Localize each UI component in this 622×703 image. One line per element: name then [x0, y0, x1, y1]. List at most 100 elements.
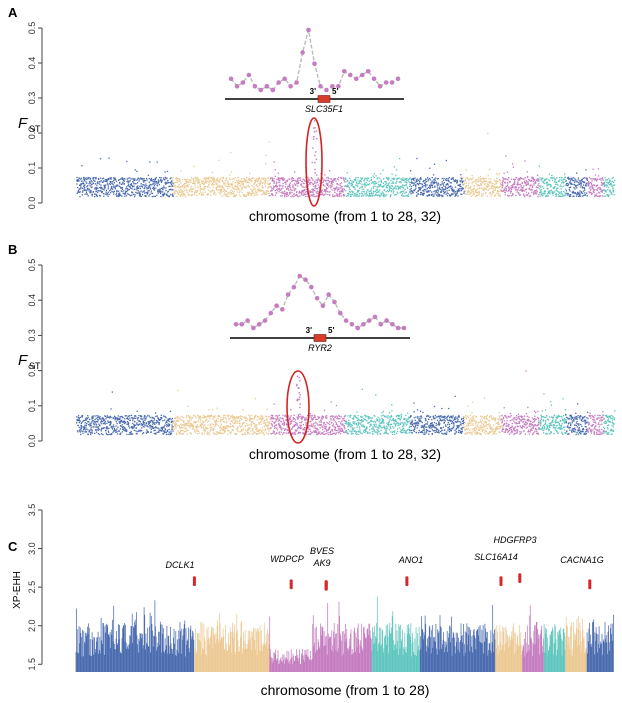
panel-a-point: [427, 186, 430, 189]
panel-a-point: [273, 185, 275, 187]
panel-b-point: [280, 431, 282, 433]
panel-a-point: [349, 191, 352, 193]
panel-b-point: [294, 433, 297, 435]
panel-a-point: [536, 174, 539, 176]
panel-a-point: [125, 190, 127, 192]
panel-a-point: [140, 195, 142, 198]
panel-a-point: [612, 181, 615, 183]
panel-a-point: [421, 192, 423, 195]
panel-a-point: [356, 184, 358, 186]
panel-a-point: [248, 178, 250, 180]
panel-a-inset-point: [306, 27, 311, 33]
panel-a-point: [423, 185, 425, 187]
panel-a-point: [292, 186, 294, 189]
panel-a-point: [409, 182, 411, 184]
panel-a-point: [132, 186, 134, 188]
panel-b-point: [111, 433, 113, 435]
panel-a-point: [531, 176, 533, 179]
panel-a-point: [157, 190, 159, 193]
panel-b-point: [361, 419, 363, 421]
panel-b-point: [223, 428, 225, 430]
panel-b-point: [219, 419, 222, 421]
panel-a-point: [532, 180, 534, 182]
panel-a-point: [407, 187, 409, 190]
panel-b-point: [285, 415, 287, 417]
panel-b-point: [144, 419, 146, 421]
panel-a-point: [478, 193, 480, 195]
panel-a-point: [121, 195, 123, 197]
panel-b-point: [354, 415, 356, 417]
panel-a-point: [603, 182, 606, 184]
panel-a-point: [510, 190, 512, 192]
panel-a-point: [440, 194, 442, 196]
panel-a-point: [306, 193, 309, 195]
panel-b-point: [297, 417, 300, 419]
panel-a-point: [577, 179, 579, 181]
panel-b-point: [337, 430, 339, 432]
panel-a-point: [176, 195, 178, 197]
panel-a-point: [456, 180, 459, 183]
panel-a-point: [405, 183, 407, 186]
panel-a-point: [246, 176, 248, 179]
panel-a-point: [154, 183, 156, 185]
panel-a-point: [593, 189, 596, 191]
panel-a-point: [179, 179, 181, 181]
panel-b-point: [78, 429, 81, 431]
panel-b-point: [337, 428, 340, 430]
panel-a-point: [562, 195, 564, 197]
panel-a-point: [149, 187, 151, 189]
panel-a-point: [350, 195, 352, 197]
panel-a-point: [454, 186, 457, 188]
panel-a-point: [528, 187, 531, 189]
panel-b-point: [315, 431, 317, 433]
panel-a-point: [224, 193, 227, 196]
panel-a-point: [136, 170, 138, 172]
panel-a-point: [544, 192, 546, 195]
panel-a-point: [515, 195, 517, 197]
panel-a-point: [131, 184, 133, 186]
panel-a-point: [353, 192, 355, 195]
panel-a-point: [357, 195, 360, 197]
panel-a-point: [403, 190, 405, 192]
panel-b-point: [143, 426, 145, 428]
panel-a-point: [371, 192, 373, 194]
panel-a-point: [524, 182, 526, 184]
panel-a-point: [500, 182, 502, 184]
panel-a-point: [220, 190, 223, 192]
panel-b-point: [351, 424, 353, 426]
panel-b-point: [241, 418, 243, 421]
panel-b-point: [295, 430, 297, 432]
panel-a-point: [502, 178, 505, 180]
panel-a-point: [465, 193, 467, 195]
panel-a-point: [478, 185, 480, 187]
panel-a-point: [477, 178, 479, 181]
panel-a-point: [265, 192, 267, 194]
panel-b-point: [95, 420, 97, 423]
panel-a-point: [90, 189, 92, 192]
panel-b-point: [110, 422, 112, 424]
panel-a-point: [294, 180, 297, 182]
panel-b-point: [194, 431, 197, 434]
panel-a-point: [114, 177, 116, 179]
panel-a-point: [607, 195, 610, 198]
panel-b-point: [297, 426, 300, 428]
panel-b-point: [197, 420, 200, 422]
panel-a-point: [506, 171, 509, 173]
panel-b-point: [189, 422, 191, 425]
panel-a-point: [186, 184, 188, 186]
panel-b-point: [359, 431, 361, 433]
panel-b-point: [85, 424, 87, 426]
panel-a-point: [593, 189, 595, 191]
panel-b-point: [160, 427, 162, 429]
panel-b-point: [283, 421, 286, 423]
panel-a-point: [604, 185, 607, 187]
panel-a-point: [443, 185, 445, 187]
panel-b-point: [235, 433, 238, 435]
panel-b-point: [168, 424, 170, 426]
panel-a-point: [199, 178, 201, 181]
panel-a-point: [191, 194, 193, 196]
panel-a-point: [337, 193, 339, 195]
panel-a-point: [416, 194, 418, 197]
panel-a-point: [335, 188, 337, 190]
panel-a-point: [153, 183, 155, 185]
